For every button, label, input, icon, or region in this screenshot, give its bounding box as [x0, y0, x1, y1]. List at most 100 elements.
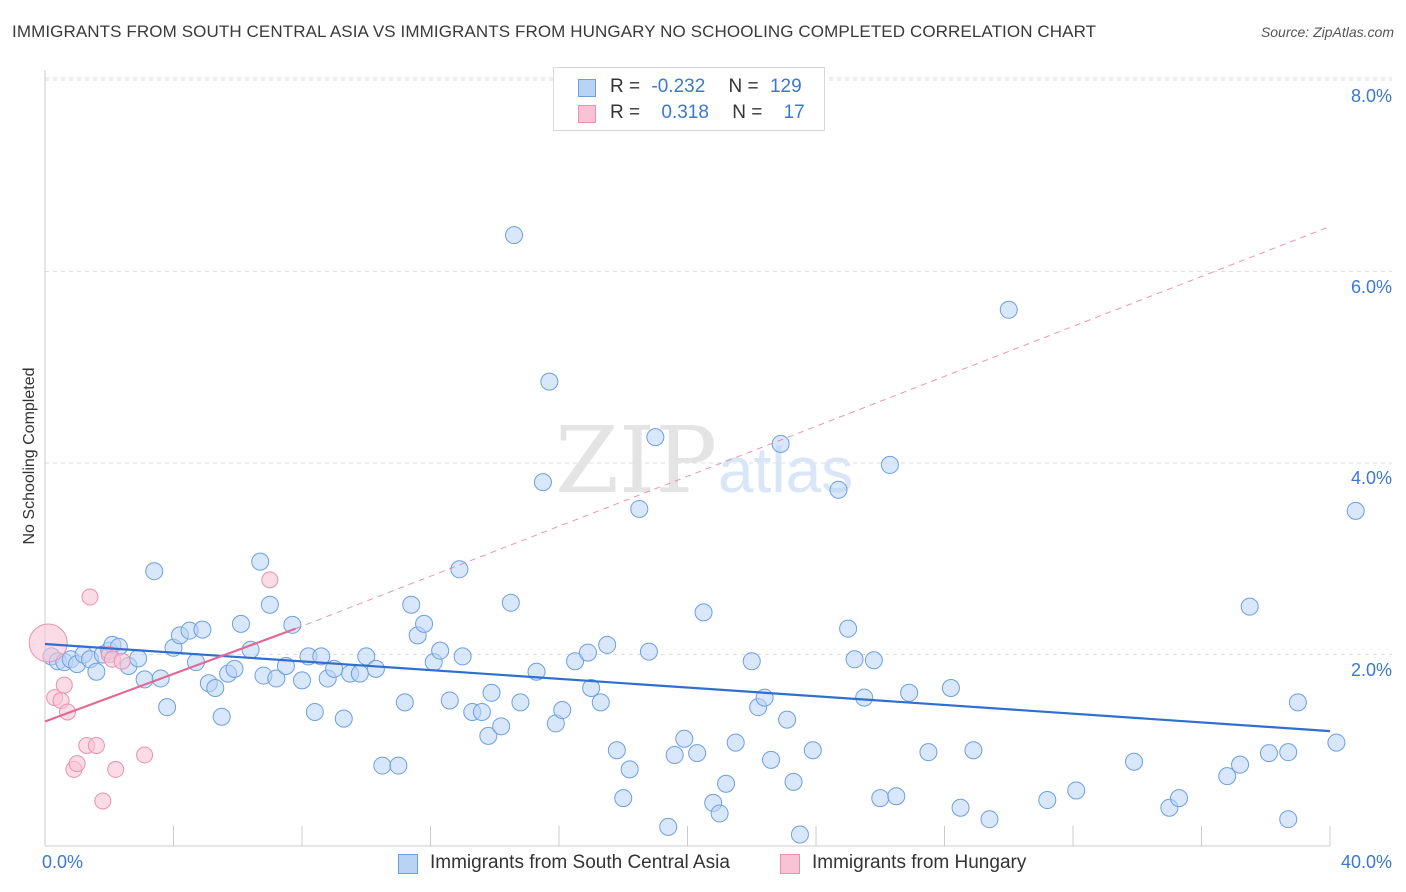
data-point: [492, 717, 511, 736]
data-point: [762, 750, 781, 769]
data-point: [717, 774, 736, 793]
data-point: [1279, 810, 1298, 829]
data-point: [482, 683, 501, 702]
y-tick-label-8: 8.0%: [1350, 86, 1392, 106]
data-point: [1288, 693, 1307, 712]
data-point: [726, 733, 745, 752]
data-point: [450, 560, 469, 579]
data-point: [1231, 755, 1250, 774]
data-point: [1218, 767, 1237, 786]
bottom-legend-swatch-blue: [398, 854, 418, 874]
watermark: ZIP atlas: [555, 407, 853, 514]
data-point: [665, 746, 684, 765]
data-point: [402, 595, 421, 614]
trend-line-south-central-asia: [44, 642, 1331, 733]
data-point: [58, 703, 76, 721]
bottom-legend-label: Immigrants from Hungary: [812, 852, 1027, 873]
data-point: [1279, 743, 1298, 762]
data-point: [845, 650, 864, 669]
data-point: [675, 729, 694, 748]
trend-line-hungary-extension: [295, 226, 1331, 630]
data-point: [225, 659, 244, 678]
data-point: [864, 651, 883, 670]
data-point: [261, 571, 279, 589]
data-point: [1240, 597, 1259, 616]
data-point: [158, 698, 177, 717]
data-point: [803, 741, 822, 760]
data-point: [87, 736, 105, 754]
y-tick-label-6: 6.0%: [1350, 277, 1392, 297]
legend-n-label: N =: [732, 102, 763, 123]
data-point: [350, 664, 369, 683]
data-point: [283, 615, 302, 634]
data-point: [900, 683, 919, 702]
data-point: [68, 755, 86, 773]
data-point: [267, 669, 286, 688]
bottom-legend-swatch-pink: [780, 854, 800, 874]
axes: [44, 70, 1331, 847]
data-point: [1067, 781, 1086, 800]
legend-r-value: -0.232: [651, 76, 706, 97]
y-tick-label-2: 2.0%: [1350, 660, 1392, 680]
legend-r-value: 0.318: [661, 102, 709, 123]
data-point: [1170, 789, 1189, 808]
series-south-central-asia: [42, 226, 1365, 844]
data-point: [505, 226, 524, 245]
data-point: [566, 652, 585, 671]
trend-line-hungary: [44, 627, 296, 723]
data-point: [260, 595, 279, 614]
data-point: [440, 691, 459, 710]
data-point: [578, 643, 597, 662]
chart-title: IMMIGRANTS FROM SOUTH CENTRAL ASIA VS IM…: [12, 22, 1097, 41]
data-point: [688, 744, 707, 763]
correlation-legend: R = -0.232 N = 129 R = 0.318 N = 17: [553, 67, 825, 131]
legend-r-label: R =: [610, 76, 641, 97]
data-point: [639, 642, 658, 661]
legend-swatch-blue: [578, 79, 596, 97]
data-point: [87, 662, 106, 681]
data-point: [646, 428, 665, 447]
data-point: [94, 792, 112, 810]
data-point: [778, 710, 797, 729]
source-credit: Source: ZipAtlas.com: [1260, 24, 1394, 40]
data-point: [829, 480, 848, 499]
data-point: [293, 671, 311, 690]
data-point: [472, 702, 491, 721]
data-point: [784, 772, 803, 791]
series-hungary: [28, 571, 279, 810]
data-point: [334, 709, 353, 728]
data-point: [980, 810, 999, 829]
data-point: [880, 455, 899, 474]
data-point: [659, 817, 678, 836]
data-point: [630, 499, 649, 518]
y-tick-label-4: 4.0%: [1350, 468, 1392, 488]
data-point: [81, 588, 99, 606]
data-point: [206, 679, 225, 698]
data-point: [1038, 791, 1057, 810]
data-point: [694, 603, 713, 622]
data-point: [366, 659, 385, 678]
watermark-zip: ZIP: [555, 407, 717, 514]
data-point: [620, 760, 639, 779]
data-point: [55, 676, 73, 694]
data-point: [1125, 752, 1144, 771]
data-point: [919, 743, 938, 762]
data-point: [113, 652, 131, 670]
data-point: [431, 641, 450, 660]
data-point: [212, 707, 231, 726]
data-point: [129, 649, 148, 668]
data-point: [373, 756, 392, 775]
trend-lines: [44, 226, 1331, 733]
data-point: [607, 741, 626, 760]
legend-n-label: N =: [728, 76, 759, 97]
data-point: [107, 760, 125, 778]
data-point: [453, 647, 472, 666]
data-point: [951, 798, 970, 817]
data-point: [598, 635, 617, 654]
data-point: [395, 693, 414, 712]
legend-n-value: 129: [769, 76, 802, 97]
x-tick-label-max: 40.0%: [1340, 852, 1392, 872]
data-point: [511, 693, 530, 712]
data-point: [28, 623, 68, 663]
